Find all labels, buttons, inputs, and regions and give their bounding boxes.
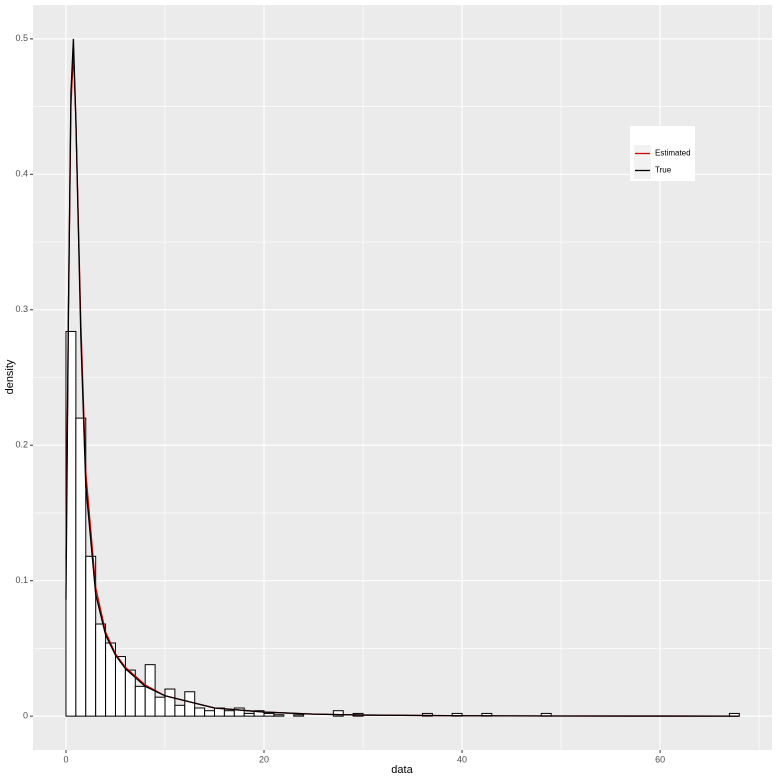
bar (233, 707, 245, 717)
bar (105, 642, 116, 717)
bar (75, 417, 87, 717)
bar (194, 707, 206, 717)
y-tick-label: 0.1 (15, 575, 28, 585)
bar (293, 714, 305, 717)
bar (174, 704, 186, 717)
bar (204, 710, 216, 717)
bar (95, 623, 107, 717)
y-tick-label: 0 (23, 711, 28, 721)
bar (134, 685, 146, 717)
bar (164, 688, 176, 717)
density-line (65, 38, 740, 717)
bar (332, 710, 344, 717)
bar (184, 691, 196, 717)
bar (273, 714, 285, 717)
legend-label: True (655, 166, 672, 175)
bar (223, 710, 235, 717)
legend-label: Estimated (655, 149, 691, 158)
x-tick-label: 60 (655, 754, 665, 764)
x-tick-label: 0 (63, 754, 68, 764)
y-tick-label: 0.5 (15, 33, 28, 43)
y-tick-label: 0.2 (15, 440, 28, 450)
x-axis-label: data (391, 764, 413, 776)
y-tick-label: 0.4 (15, 169, 28, 179)
y-axis-label: density (4, 359, 16, 394)
x-tick-label: 40 (457, 754, 467, 764)
bar (243, 712, 255, 717)
x-tick-label: 20 (259, 754, 269, 764)
bar (263, 712, 275, 717)
y-tick-label: 0.3 (15, 304, 28, 314)
bar (154, 696, 166, 717)
